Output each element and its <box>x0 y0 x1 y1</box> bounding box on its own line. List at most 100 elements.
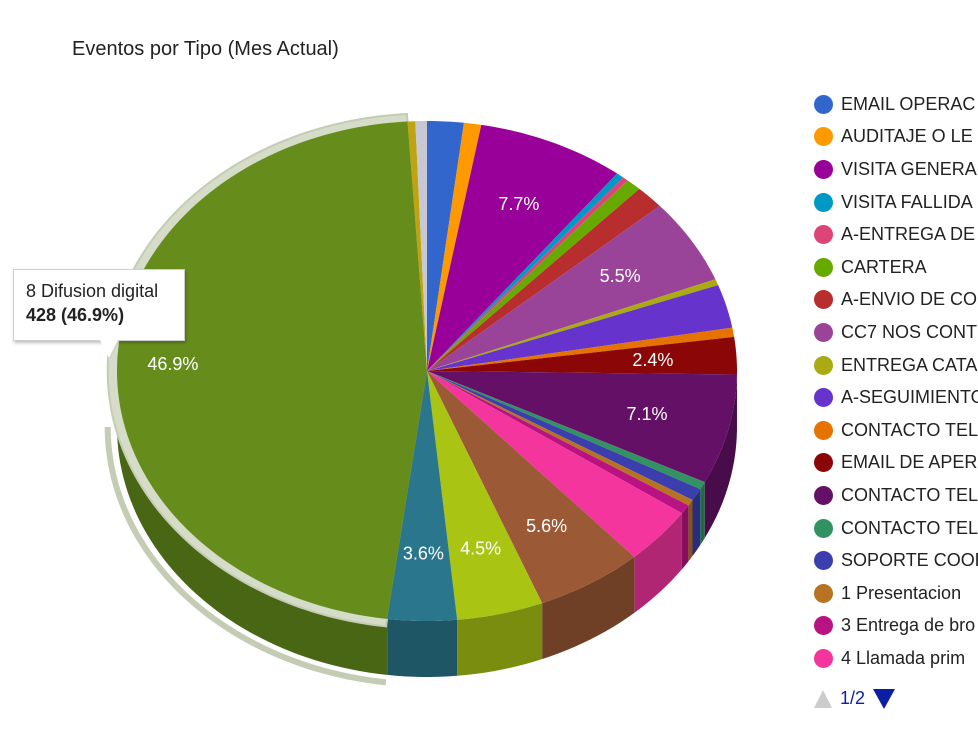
pie-slice-side <box>700 482 705 546</box>
legend-swatch <box>814 388 833 408</box>
legend-label: VISITA GENERA <box>841 158 977 179</box>
pie-labels: 7.7% 5.5% 2.4% 7.1% 5.6% 4.5% 3.6% 46.9% <box>147 194 673 563</box>
legend-item[interactable]: AUDITAJE O LE <box>814 121 978 154</box>
legend-label: ENTREGA CATA <box>841 354 978 375</box>
legend-item[interactable]: A-ENVIO DE CO <box>814 284 978 317</box>
legend-label: AUDITAJE O LE <box>841 126 973 147</box>
pie-slice[interactable] <box>427 371 682 557</box>
pie-slice-side <box>457 603 543 676</box>
legend-label: EMAIL DE APER <box>841 452 978 473</box>
legend-item[interactable]: CONTACTO TEL <box>814 414 978 447</box>
pie-slice[interactable] <box>427 121 464 371</box>
pie-slice-side <box>692 489 701 557</box>
slice-percent-label: 5.5% <box>600 266 641 286</box>
pie-slice[interactable] <box>427 124 618 372</box>
legend-item[interactable]: EMAIL OPERAC <box>814 88 978 121</box>
legend-label: A-SEGUIMIENTO <box>841 387 978 408</box>
pie-slice[interactable] <box>427 336 737 375</box>
legend-item[interactable]: SOPORTE COOR <box>814 544 978 577</box>
tooltip-pointer <box>100 340 118 358</box>
pie-slice[interactable] <box>427 327 735 371</box>
pie-slice[interactable] <box>427 180 640 372</box>
legend-label: CONTACTO TEL <box>841 484 978 505</box>
legend-pager: 1/2 <box>814 688 896 709</box>
slice-percent-label: 7.1% <box>626 404 667 424</box>
legend-label: CONTACTO TEL <box>841 517 978 538</box>
legend-swatch <box>814 257 833 277</box>
legend-item[interactable]: CONTACTO TEL <box>814 512 978 545</box>
legend-label: CONTACTO TEL <box>841 419 978 440</box>
legend: EMAIL OPERAC AUDITAJE O LE VISITA GENERA VI… <box>814 88 978 675</box>
pie-slice[interactable] <box>415 121 427 371</box>
tooltip: 8 Difusion digital 428 (46.9%) <box>13 269 185 341</box>
pie-slice[interactable] <box>427 371 701 501</box>
legend-swatch <box>814 192 833 212</box>
legend-swatch <box>814 485 833 505</box>
slice-percent-label: 7.7% <box>498 194 539 214</box>
pie-slice[interactable] <box>427 371 693 506</box>
legend-swatch <box>814 551 833 571</box>
tooltip-value: 428 (46.9%) <box>26 305 125 325</box>
pie-slice[interactable] <box>387 371 458 621</box>
legend-swatch <box>814 583 833 603</box>
pie-slice[interactable] <box>407 121 427 372</box>
legend-item[interactable]: A-ENTREGA DE <box>814 218 978 251</box>
slice-percent-label: 2.4% <box>632 350 673 370</box>
legend-item[interactable]: CARTERA <box>814 251 978 284</box>
pie-slice[interactable] <box>427 122 482 371</box>
pie-slice[interactable] <box>427 205 716 371</box>
pie-slice[interactable] <box>427 371 705 490</box>
slice-percent-label: 3.6% <box>403 544 444 564</box>
legend-swatch <box>814 290 833 310</box>
pie-slice[interactable] <box>427 177 628 371</box>
legend-label: 3 Entrega de bro <box>841 615 976 636</box>
pie-slice-side <box>704 374 737 539</box>
legend-swatch <box>814 518 833 538</box>
legend-swatch <box>814 127 833 147</box>
legend-item[interactable]: CONTACTO TEL <box>814 479 978 512</box>
pie-slice[interactable] <box>427 285 733 371</box>
chart-title: Eventos por Tipo (Mes Actual) <box>72 38 339 60</box>
legend-swatch <box>814 159 833 179</box>
pie-slice[interactable] <box>427 371 543 620</box>
pie-slice-side <box>688 500 693 562</box>
pie-slice[interactable] <box>427 371 635 604</box>
legend-item[interactable]: EMAIL DE APER <box>814 447 978 480</box>
legend-item[interactable]: VISITA GENERA <box>814 153 978 186</box>
previous-page-icon <box>814 689 832 708</box>
legend-swatch <box>814 225 833 245</box>
legend-label: A-ENVIO DE CO <box>841 289 978 310</box>
pie-slice[interactable] <box>427 279 719 371</box>
selected-slice-highlight-edge <box>104 426 387 686</box>
legend-swatch <box>814 355 833 375</box>
legend-item[interactable]: ENTREGA CATA <box>814 349 978 382</box>
slice-percent-label: 5.6% <box>526 516 567 536</box>
pie-slice-side <box>387 618 458 677</box>
legend-item[interactable]: 4 Llamada prim <box>814 642 978 675</box>
legend-label: CARTERA <box>841 256 927 277</box>
legend-item[interactable]: 1 Presentacion <box>814 577 978 610</box>
legend-swatch <box>814 322 833 342</box>
pie-slice[interactable] <box>427 173 624 371</box>
pie-slice[interactable] <box>117 121 427 619</box>
legend-label: VISITA FALLIDA <box>841 191 973 212</box>
legend-label: SOPORTE COOR <box>841 550 978 571</box>
slice-percent-label: 4.5% <box>460 538 501 558</box>
legend-swatch <box>814 94 833 114</box>
legend-label: EMAIL OPERAC <box>841 93 976 114</box>
legend-item[interactable]: CC7 NOS CONT <box>814 316 978 349</box>
legend-item[interactable]: A-SEGUIMIENTO <box>814 381 978 414</box>
pie-slice-side <box>681 505 689 570</box>
pie-slice-side <box>542 556 635 660</box>
pie-slice[interactable] <box>427 188 660 371</box>
next-page-icon[interactable] <box>873 688 896 709</box>
pie-top <box>106 112 737 628</box>
slice-percent-label: 46.9% <box>147 354 198 374</box>
legend-item[interactable]: 3 Entrega de bro <box>814 610 978 643</box>
legend-label: CC7 NOS CONT <box>841 321 978 342</box>
legend-item[interactable]: VISITA FALLIDA <box>814 186 978 219</box>
pie-slice[interactable] <box>427 371 689 514</box>
legend-label: A-ENTREGA DE <box>841 224 976 245</box>
pie-slice[interactable] <box>427 371 737 483</box>
